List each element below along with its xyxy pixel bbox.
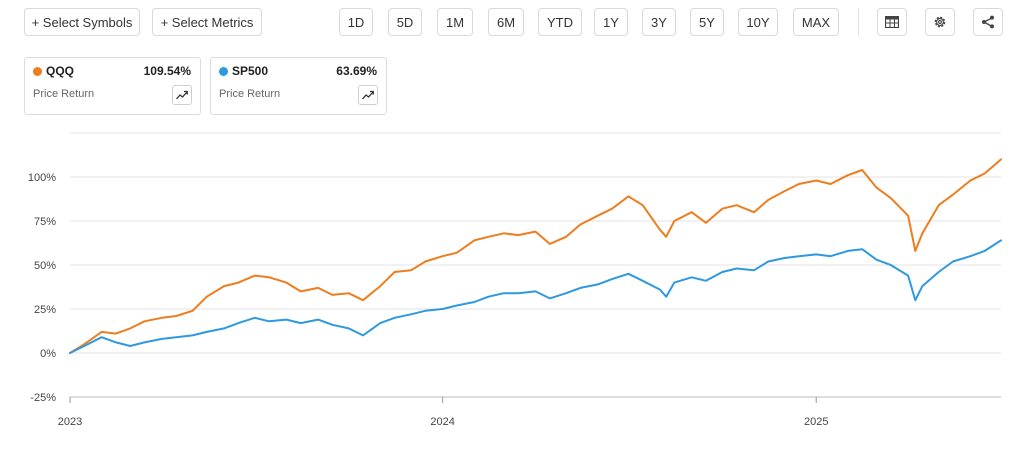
x-tick-label: 2024: [430, 416, 454, 428]
y-tick-label: 50%: [34, 260, 56, 272]
select-symbols-button[interactable]: + Select Symbols: [24, 8, 140, 36]
range-button-10y[interactable]: 10Y: [738, 8, 778, 36]
gear-icon: [934, 16, 946, 28]
series-color-dot: [33, 67, 42, 76]
range-button-6m[interactable]: 6M: [488, 8, 524, 36]
range-button-1d[interactable]: 1D: [339, 8, 373, 36]
legend-subtitle: Price Return: [219, 88, 281, 100]
trend-toggle-button[interactable]: [172, 85, 192, 105]
trending-up-icon: [362, 90, 374, 100]
settings-button[interactable]: [925, 8, 955, 36]
legend-subtitle: Price Return: [33, 88, 95, 100]
table-icon: [885, 16, 899, 28]
range-button-ytd[interactable]: YTD: [538, 8, 582, 36]
series-line-qqq: [69, 158, 1002, 354]
y-tick-label: 0%: [40, 348, 56, 360]
series-line-sp500: [69, 239, 1002, 354]
legend-symbol: SP500: [232, 64, 269, 78]
legend-symbol: QQQ: [46, 64, 75, 78]
range-button-1m[interactable]: 1M: [437, 8, 473, 36]
y-tick-label: 100%: [28, 172, 56, 184]
toolbar-divider: [858, 8, 859, 36]
range-button-5d[interactable]: 5D: [388, 8, 422, 36]
series-color-dot: [219, 67, 228, 76]
y-tick-label: -25%: [30, 392, 56, 404]
trending-up-icon: [176, 90, 188, 100]
share-button[interactable]: [973, 8, 1003, 36]
x-tick-label: 2025: [804, 416, 828, 428]
share-icon: [982, 15, 994, 29]
range-button-3y[interactable]: 3Y: [642, 8, 676, 36]
legend-card-sp500[interactable]: SP500 63.69% Price Return: [210, 57, 387, 115]
legend-value: 63.69%: [336, 64, 377, 78]
x-tick-label: 2023: [58, 416, 82, 428]
select-metrics-button[interactable]: + Select Metrics: [152, 8, 262, 36]
range-button-1y[interactable]: 1Y: [594, 8, 628, 36]
y-tick-label: 75%: [34, 216, 56, 228]
legend-card-qqq[interactable]: QQQ 109.54% Price Return: [24, 57, 201, 115]
range-button-max[interactable]: MAX: [793, 8, 839, 36]
table-view-button[interactable]: [877, 8, 907, 36]
y-tick-label: 25%: [34, 304, 56, 316]
legend-value: 109.54%: [143, 64, 191, 78]
range-button-5y[interactable]: 5Y: [690, 8, 724, 36]
trend-toggle-button[interactable]: [358, 85, 378, 105]
